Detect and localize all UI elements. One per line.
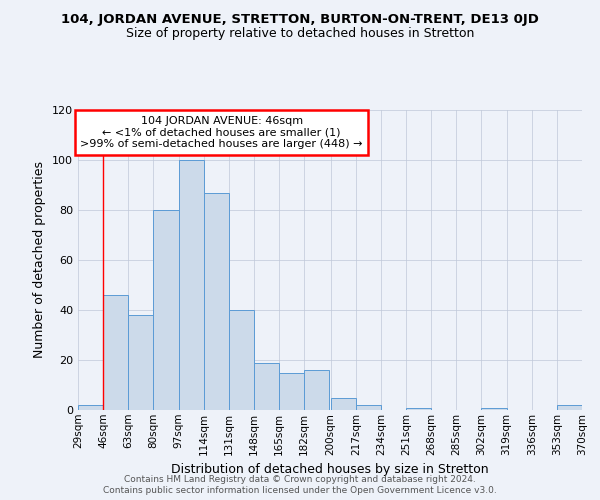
Bar (331, 398, 356, 410)
Bar (128, 315, 154, 410)
Text: Contains HM Land Registry data © Crown copyright and database right 2024.: Contains HM Land Registry data © Crown c… (124, 475, 476, 484)
Bar (103, 295, 128, 410)
Y-axis label: Number of detached properties: Number of detached properties (34, 162, 46, 358)
Bar (254, 362, 279, 410)
Text: Contains public sector information licensed under the Open Government Licence v3: Contains public sector information licen… (103, 486, 497, 495)
Text: 104 JORDAN AVENUE: 46sqm
← <1% of detached houses are smaller (1)
>99% of semi-d: 104 JORDAN AVENUE: 46sqm ← <1% of detach… (80, 116, 363, 149)
Bar (557, 405, 582, 410)
Bar (481, 408, 506, 410)
Bar (179, 160, 203, 410)
Bar (406, 408, 431, 410)
Text: 104, JORDAN AVENUE, STRETTON, BURTON-ON-TRENT, DE13 0JD: 104, JORDAN AVENUE, STRETTON, BURTON-ON-… (61, 12, 539, 26)
Bar (229, 310, 254, 410)
Text: Size of property relative to detached houses in Stretton: Size of property relative to detached ho… (126, 28, 474, 40)
X-axis label: Distribution of detached houses by size in Stretton: Distribution of detached houses by size … (171, 463, 489, 476)
Bar (304, 370, 329, 410)
Bar (356, 405, 381, 410)
Bar (78, 405, 103, 410)
Bar (154, 210, 179, 410)
Bar (279, 372, 304, 410)
Bar (203, 192, 229, 410)
